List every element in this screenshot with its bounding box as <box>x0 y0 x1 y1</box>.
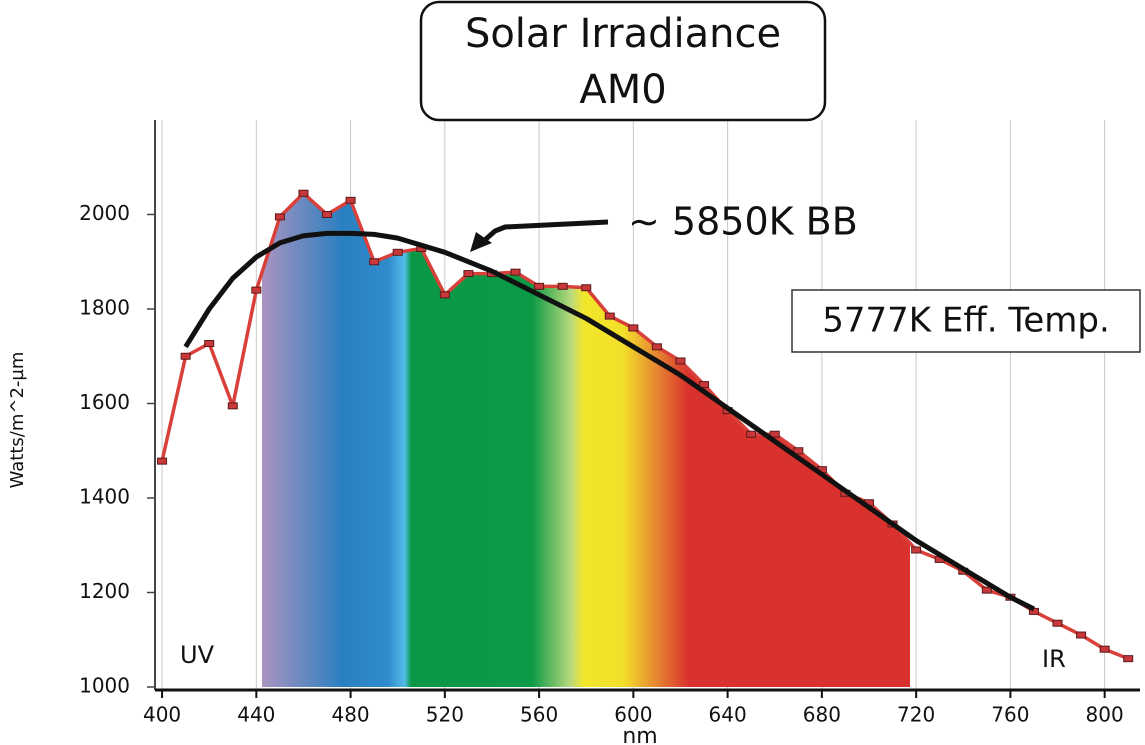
chart-title: AM0 <box>579 67 666 113</box>
y-tick-label: 1400 <box>79 485 130 509</box>
data-point <box>1076 631 1087 639</box>
x-tick-label: 440 <box>237 703 275 727</box>
data-point <box>298 189 309 197</box>
x-tick-label: 600 <box>614 703 652 727</box>
chart-title: Solar Irradiance <box>465 11 781 57</box>
data-point <box>981 586 992 594</box>
data-point <box>227 402 238 410</box>
y-tick-label: 1000 <box>79 674 130 698</box>
data-point <box>581 284 592 292</box>
data-point <box>793 447 804 455</box>
data-point <box>463 270 474 278</box>
data-point <box>628 324 639 332</box>
data-point <box>911 546 922 554</box>
title-box <box>419 0 827 122</box>
data-point <box>557 282 568 290</box>
data-point <box>534 282 545 290</box>
data-point <box>651 343 662 351</box>
data-point <box>1123 655 1134 663</box>
y-tick-label: 2000 <box>79 201 130 225</box>
data-point <box>180 352 191 360</box>
data-point <box>251 286 262 294</box>
x-tick-label: 520 <box>426 703 464 727</box>
data-point <box>369 258 380 266</box>
data-point <box>439 291 450 299</box>
data-point <box>1099 645 1110 653</box>
data-point <box>1052 619 1063 627</box>
data-point <box>604 312 615 320</box>
spectrum-fill <box>262 193 910 687</box>
lines <box>157 189 1134 663</box>
x-tick-label: 560 <box>520 703 558 727</box>
arrow <box>476 219 609 248</box>
annotation: UV <box>180 641 215 669</box>
data-point <box>746 430 757 438</box>
data-point <box>345 196 356 204</box>
y-tick-label: 1200 <box>79 579 130 603</box>
annotation-box <box>791 289 1141 353</box>
x-tick-label: 680 <box>803 703 841 727</box>
data-point <box>675 357 686 365</box>
x-tick-label: 760 <box>991 703 1029 727</box>
annotation: IR <box>1042 645 1066 673</box>
data-point <box>769 430 780 438</box>
data-point <box>699 381 710 389</box>
data-point <box>392 248 403 256</box>
x-tick-label: 640 <box>709 703 747 727</box>
x-tick-label: 400 <box>143 703 181 727</box>
x-axis-label: nm <box>622 724 657 745</box>
annotation: ∼ 5850K BB <box>628 200 858 244</box>
y-tick-label: 1800 <box>79 296 130 320</box>
data-point <box>157 457 168 465</box>
data-point <box>322 211 333 218</box>
data-point <box>274 213 285 221</box>
y-tick-label: 1600 <box>79 390 130 414</box>
x-tick-label: 480 <box>331 703 369 727</box>
arrow-head <box>470 232 492 252</box>
x-tick-label: 800 <box>1086 703 1124 727</box>
annotation: 5777K Eff. Temp. <box>822 301 1110 341</box>
data-point <box>204 339 215 347</box>
x-tick-label: 720 <box>897 703 935 727</box>
data-point <box>510 268 521 276</box>
y-axis-label: Watts/m^2-µm <box>7 352 28 489</box>
series-line <box>183 230 1036 612</box>
